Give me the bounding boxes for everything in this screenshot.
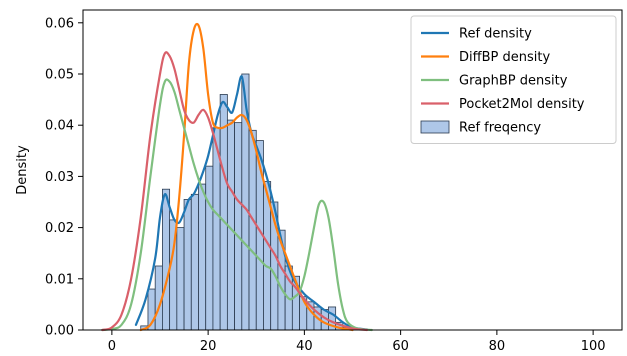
y-tick-label: 0.06 (45, 16, 74, 31)
pocket2mol-density-line (101, 51, 369, 332)
histogram-bar (162, 188, 171, 331)
histogram-bar (248, 129, 257, 331)
legend: Ref density DiffBP density GraphBP density… (410, 15, 617, 144)
y-tick-label: 0.05 (45, 68, 74, 83)
legend-label: GraphBP density (459, 74, 568, 89)
x-tick-label: 40 (296, 339, 313, 354)
x-tick-label: 60 (392, 339, 409, 354)
y-tick-label: 0.03 (45, 170, 74, 185)
x-tick-label: 20 (200, 339, 217, 354)
density-lines (101, 22, 373, 332)
legend-patch-swatch (420, 120, 450, 134)
plot-frame (82, 9, 623, 331)
histogram-bar (219, 94, 228, 331)
legend-label: Ref density (459, 27, 532, 42)
y-tick-label: 0.04 (45, 119, 74, 134)
histogram-bar (183, 199, 192, 331)
x-tick-label: 80 (489, 339, 506, 354)
histogram-bar (198, 183, 207, 331)
legend-box (410, 15, 617, 144)
legend-label: Pocket2Mol density (459, 97, 585, 112)
histogram-bar (234, 122, 243, 331)
y-tick-label: 0.01 (45, 272, 74, 287)
x-tick-label: 100 (581, 339, 606, 354)
y-axis-title: Density (15, 145, 30, 195)
histogram-bar (176, 227, 185, 331)
histogram-bar (190, 193, 199, 331)
graphbp-density-line (101, 78, 373, 332)
y-tick-label: 0.02 (45, 221, 74, 236)
y-tick-label: 0.00 (45, 324, 74, 339)
diffbp-density-line (139, 22, 354, 332)
histogram-bar (205, 165, 214, 331)
axes: 0 20 40 60 80 100 0.00 0.01 0.02 0.03 0.04 0.05 0.06 (45, 16, 605, 354)
x-tick-label: 0 (108, 339, 116, 354)
legend-label: Ref freqency (459, 121, 541, 136)
legend-label: DiffBP density (459, 50, 550, 65)
histogram-bars (140, 73, 351, 331)
